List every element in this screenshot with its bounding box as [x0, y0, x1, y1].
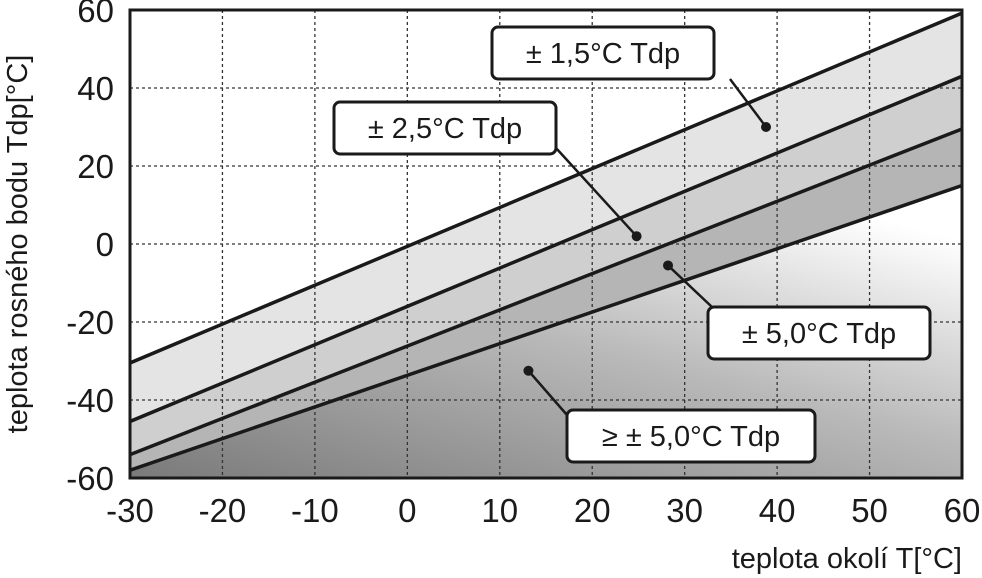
x-tick-label: 40 — [759, 492, 796, 529]
annotation-1: ± 1,5°C Tdp — [490, 25, 772, 132]
region-4 — [130, 185, 962, 478]
annotation-box — [565, 408, 817, 464]
boundary-line-1 — [130, 11, 962, 365]
region-1 — [130, 13, 962, 422]
x-tick-label: 30 — [666, 492, 703, 529]
annotation-box — [490, 25, 716, 81]
y-tick-label: 40 — [77, 70, 114, 107]
annotation-leader — [555, 147, 638, 238]
annotation-2: ± 2,5°C Tdp — [332, 100, 642, 242]
region-annotations: ± 1,5°C Tdp ± 2,5°C Tdp ± 5,0°C Tdp ≥ ± 5,0… — [332, 25, 932, 464]
annotation-leader — [667, 264, 713, 308]
annotation-leader — [729, 78, 768, 128]
x-tick-label: -30 — [106, 492, 154, 529]
annotation-label: ± 5,0°C Tdp — [742, 318, 896, 350]
annotation-3: ± 5,0°C Tdp — [663, 260, 932, 361]
region-3 — [130, 128, 962, 471]
x-tick-label: 0 — [398, 492, 416, 529]
y-tick-label: 0 — [96, 226, 114, 263]
annotation-label: ± 2,5°C Tdp — [368, 113, 522, 145]
annotation-marker — [523, 365, 534, 376]
boundary-line-3 — [130, 127, 962, 457]
y-tick-label: 20 — [77, 148, 114, 185]
y-tick-label: 60 — [77, 0, 114, 29]
annotation-leader — [527, 369, 568, 416]
y-axis-title: teplota rosného bodu Tdp[°C] — [2, 55, 34, 434]
annotation-4: ≥ ± 5,0°C Tdp — [523, 365, 817, 464]
annotation-marker — [761, 122, 772, 132]
y-tick-label: -60 — [66, 460, 114, 497]
annotation-marker — [631, 231, 642, 242]
y-tick-label: -40 — [66, 382, 114, 419]
y-tick-label: -20 — [66, 304, 114, 341]
annotation-label: ± 1,5°C Tdp — [526, 38, 680, 70]
boundary-line-4 — [130, 183, 962, 472]
boundary-line-2 — [130, 74, 962, 424]
y-tick-labels: -60 -40 -20 0 20 40 60 — [66, 0, 114, 497]
x-tick-label: 20 — [574, 492, 611, 529]
region-2 — [130, 76, 962, 455]
x-tick-label: 10 — [481, 492, 518, 529]
x-tick-label: 50 — [851, 492, 888, 529]
x-tick-label: 60 — [944, 492, 981, 529]
plot-frame — [128, 8, 964, 480]
accuracy-regions — [130, 13, 962, 478]
x-tick-label: -20 — [199, 492, 247, 529]
annotation-box — [706, 305, 932, 361]
annotation-marker — [663, 260, 674, 271]
annotation-box — [332, 100, 558, 156]
x-tick-label: -10 — [291, 492, 339, 529]
x-axis-title: teplota okolí T[°C] — [732, 543, 962, 575]
boundary-lines — [130, 11, 962, 472]
x-tick-labels: -30 -20 -10 0 10 20 30 40 50 60 — [106, 492, 980, 529]
annotation-label: ≥ ± 5,0°C Tdp — [602, 421, 780, 453]
